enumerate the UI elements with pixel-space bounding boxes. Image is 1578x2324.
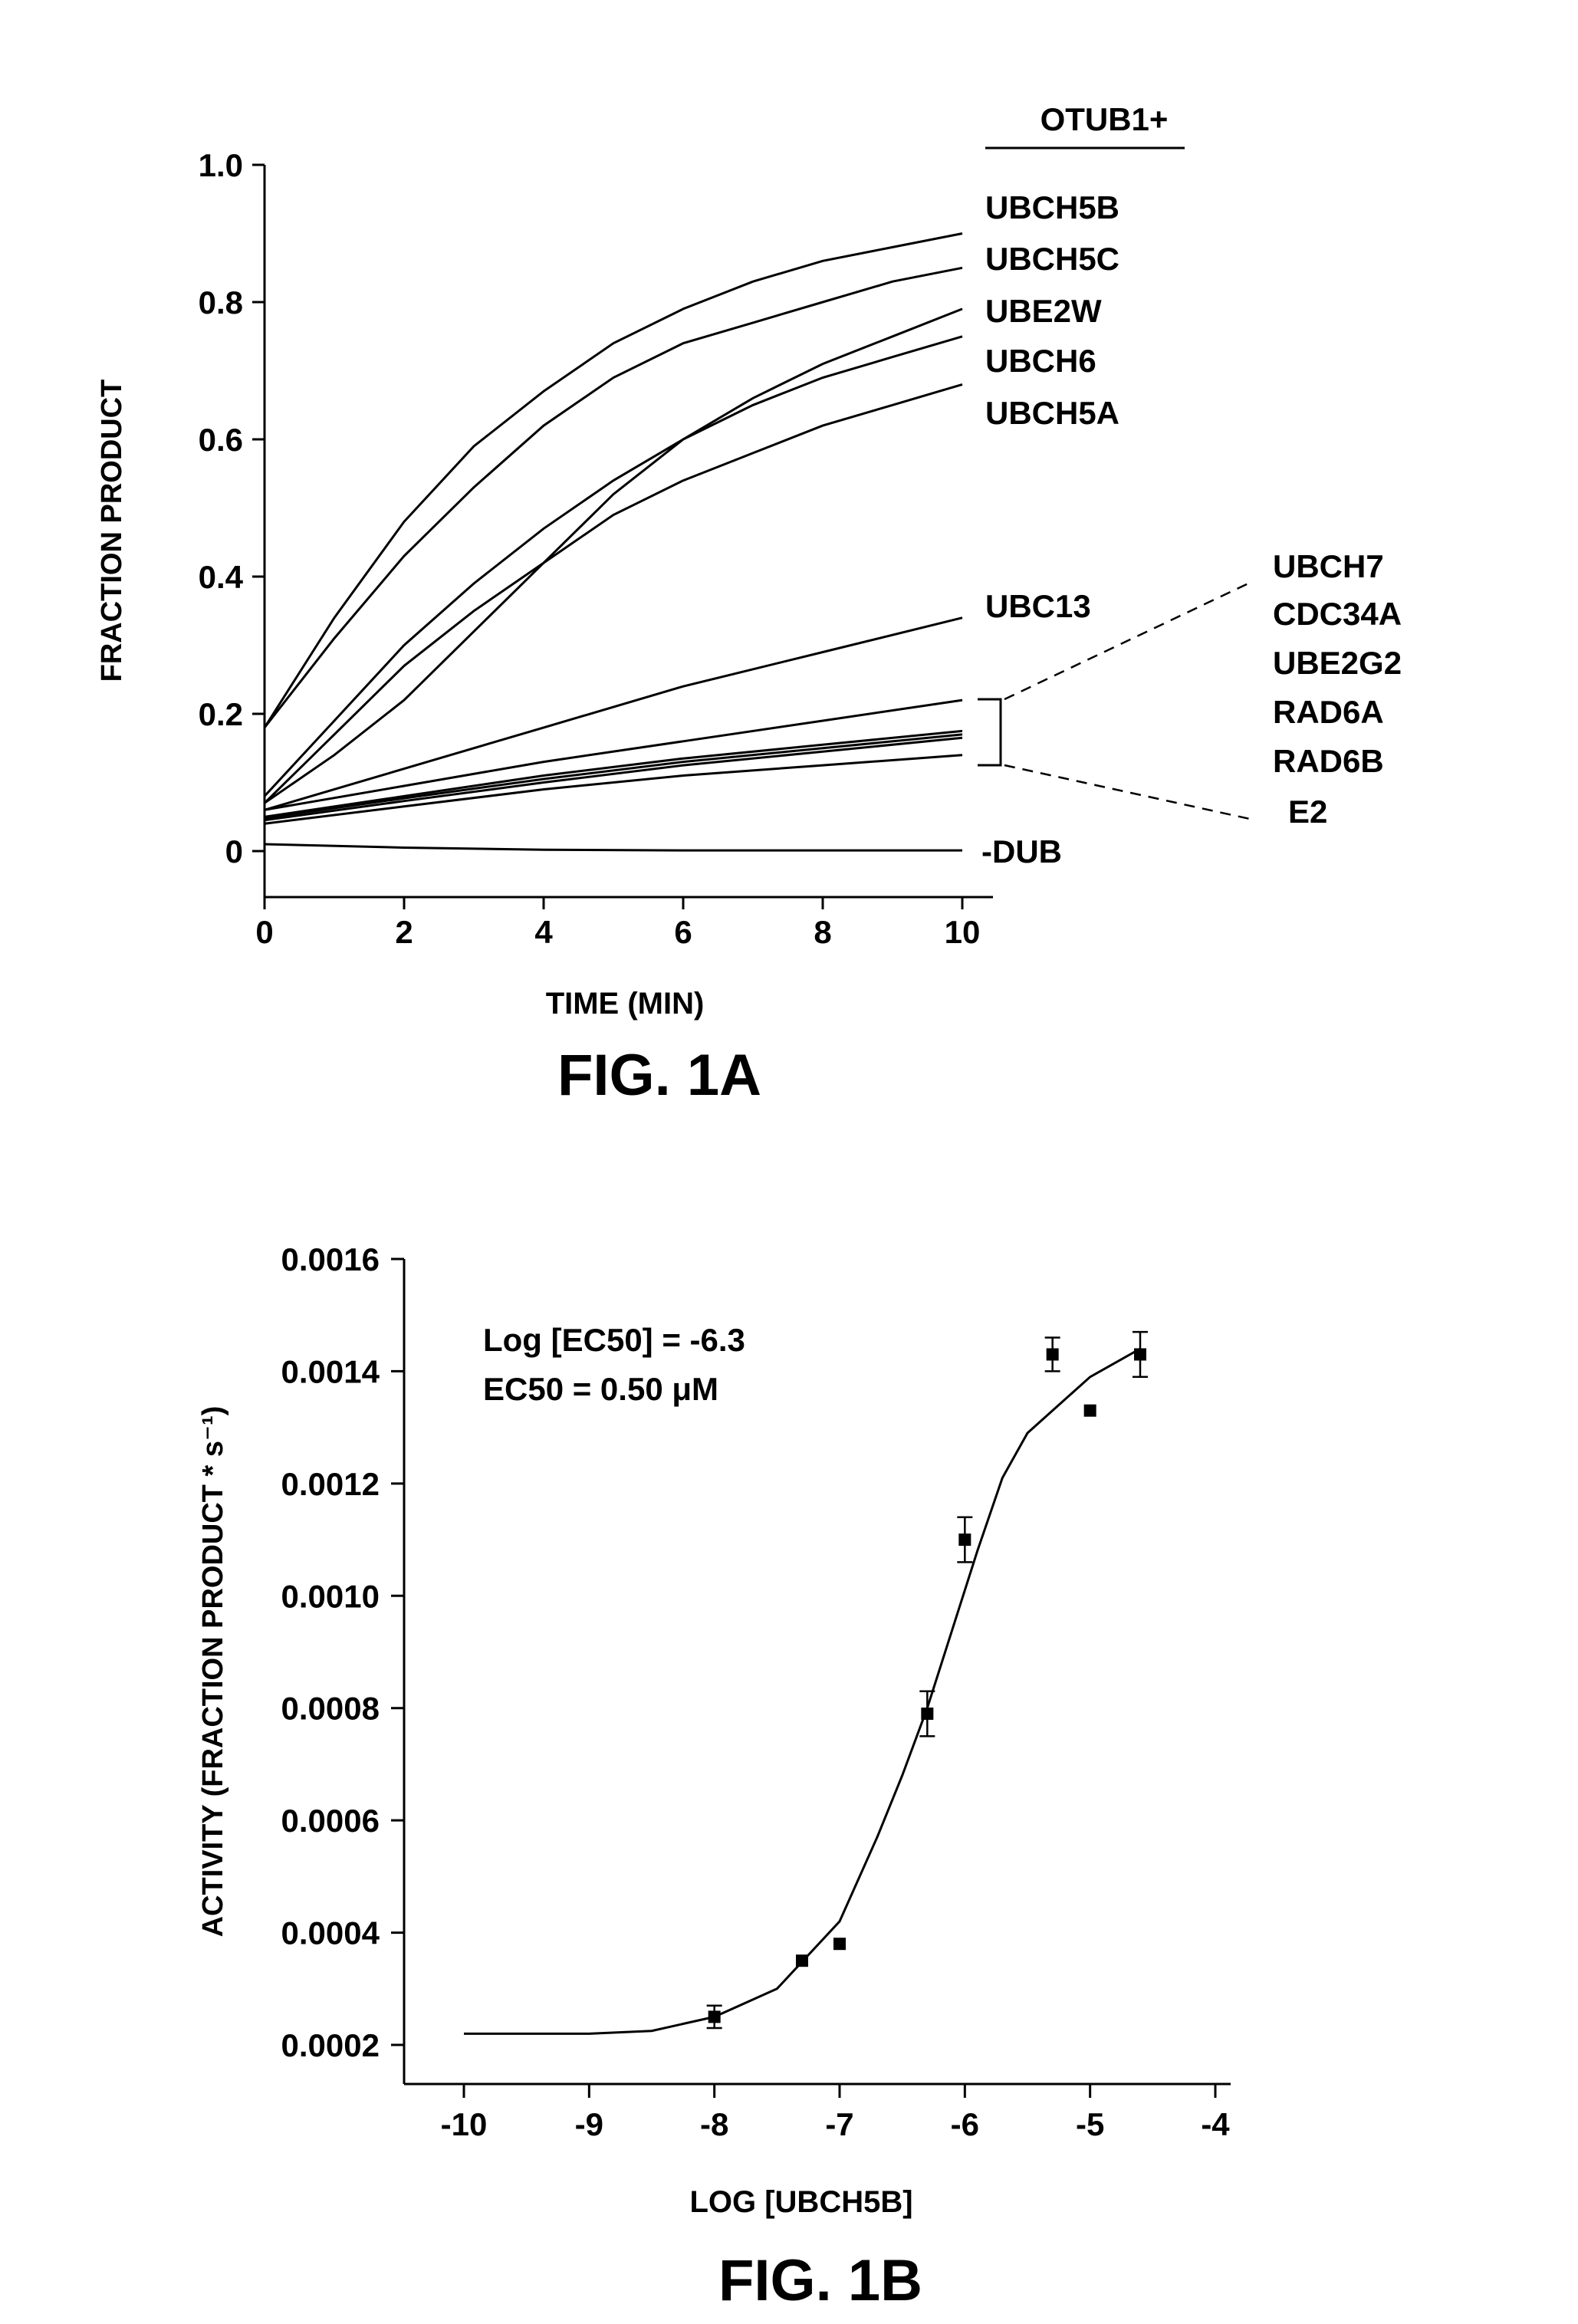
legend-header: OTUB1+ [1040,101,1169,137]
bracket [978,699,1001,765]
series-label-ubc13: UBC13 [985,588,1091,624]
y-ticks-a: 0 0.2 0.4 0.6 0.8 1.0 [199,147,265,869]
series-line-ube2w [265,309,962,803]
series-label-ubch5c: UBCH5C [985,241,1119,277]
series-line-ubch7 [265,700,962,810]
y-axis-label-b: ACTIVITY (FRACTION PRODUCT * s⁻¹) [197,1406,229,1938]
series-labels-a: UBCH5B UBCH5C UBE2W UBCH6 UBCH5A UBC13 -DUB [981,189,1119,869]
x-tick-label-b: -4 [1201,2106,1230,2142]
chart-fig-1b: 0.0002 0.0004 0.0006 0.0008 0.0010 0.0012 0.00… [197,1241,1231,2313]
series-label-ube2w: UBE2W [985,293,1102,329]
data-point-4 [921,1708,933,1720]
data-point-7 [1084,1405,1096,1417]
fit-curve [464,1349,1140,2033]
data-point-1 [708,2010,721,2023]
x-axis-label-b: LOG [UBCH5B] [689,2185,912,2219]
x-tick-label-b: -10 [441,2106,488,2142]
data-point-5 [958,1533,971,1546]
y-tick-label-b: 0.0006 [281,1803,380,1839]
figure-label-b: FIG. 1B [718,2248,922,2313]
bracket-label-ubch7: UBCH7 [1273,548,1384,584]
x-tick-label-a: 2 [395,914,413,950]
y-tick-label-b: 0.0010 [281,1578,380,1614]
x-tick-label-a: 0 [255,914,273,950]
y-tick-label-a: 0.2 [199,696,243,732]
bracket-label-rad6a: RAD6A [1273,694,1384,730]
bracket-label-e2: E2 [1288,794,1327,830]
data-point-6 [1047,1348,1059,1360]
x-tick-label-b: -8 [700,2106,728,2142]
y-tick-label-a: 0.6 [199,422,243,458]
bracket-label-ube2g2: UBE2G2 [1273,645,1402,681]
data-point-8 [1134,1348,1146,1360]
series-line-rad6b [265,755,962,823]
data-points [707,1332,1148,2028]
chart-fig-1a: 0 0.2 0.4 0.6 0.8 1.0 0 2 4 6 8 10 UBCH5B UBCH5C UBE… [96,101,1402,1108]
bracket-dash-lower [1004,765,1250,819]
x-ticks-b: -10 -9 -8 -7 -6 -5 -4 [441,2084,1231,2142]
x-ticks-a: 0 2 4 6 8 10 [255,897,980,950]
x-tick-label-b: -6 [951,2106,979,2142]
y-tick-label-a: 1.0 [199,147,243,183]
y-tick-label-a: 0.8 [199,284,243,320]
bracket-label-cdc34a: CDC34A [1273,596,1402,632]
series-line-dub [265,844,962,850]
series-label-dub: -DUB [981,833,1062,869]
y-tick-label-b: 0.0014 [281,1353,380,1389]
y-ticks-b: 0.0002 0.0004 0.0006 0.0008 0.0010 0.0012 0.00… [281,1241,404,2063]
series-label-ubch6: UBCH6 [985,343,1096,379]
y-tick-label-b: 0.0004 [281,1915,380,1951]
y-tick-label-b: 0.0012 [281,1466,380,1502]
series-line-ubch5c [265,268,962,728]
y-tick-label-a: 0.4 [199,559,244,595]
x-tick-label-b: -5 [1076,2106,1104,2142]
annotation-ec50: EC50 = 0.50 μM [483,1371,718,1407]
series-group-a [265,234,962,851]
y-tick-label-b: 0.0002 [281,2027,380,2063]
figure-label-a: FIG. 1A [557,1043,761,1108]
data-point-3 [833,1938,846,1950]
bracket-labels: UBCH7 CDC34A UBE2G2 RAD6A RAD6B E2 [1273,548,1402,830]
series-line-ubc13 [265,618,962,810]
x-tick-label-b: -7 [825,2106,853,2142]
x-tick-label-b: -9 [575,2106,603,2142]
y-axis-label-a: FRACTION PRODUCT [96,380,128,682]
y-tick-label-b: 0.0008 [281,1691,380,1727]
x-tick-label-a: 4 [534,914,553,950]
y-tick-label-a: 0 [225,833,243,869]
annotation-log-ec50: Log [EC50] = -6.3 [483,1322,745,1358]
x-tick-label-a: 8 [814,914,831,950]
x-axis-label-a: TIME (MIN) [546,987,705,1021]
y-tick-label-b: 0.0016 [281,1241,380,1277]
series-label-ubch5a: UBCH5A [985,395,1119,431]
x-tick-label-a: 6 [674,914,692,950]
data-point-2 [796,1954,808,1967]
bracket-label-rad6b: RAD6B [1273,743,1384,779]
series-label-ubch5b: UBCH5B [985,189,1119,225]
x-tick-label-a: 10 [945,914,981,950]
